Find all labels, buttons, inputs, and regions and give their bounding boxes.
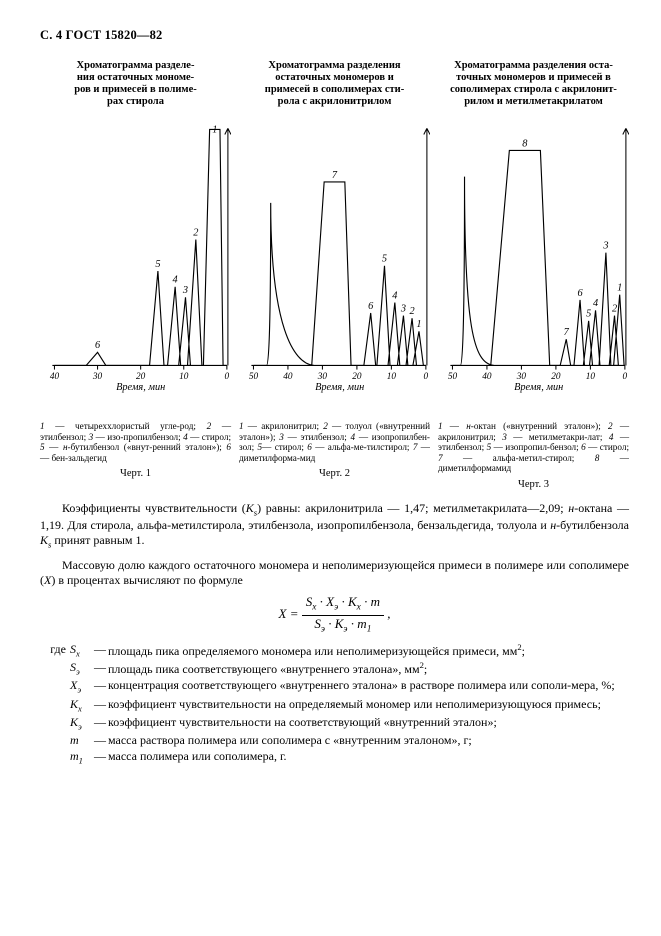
svg-text:50: 50 (448, 371, 458, 381)
def-symbol: m (70, 733, 92, 748)
def-dash: — (92, 660, 108, 675)
symbol-definitions: гдеSx—площадь пика определяемого мономер… (40, 642, 629, 766)
def-lead: где (40, 642, 70, 657)
chart-block: Хроматограмма разделенияостаточных моном… (239, 60, 430, 491)
svg-text:50: 50 (249, 371, 259, 381)
def-symbol: Xэ (70, 678, 92, 695)
def-row: Sэ—площадь пика соответствующего «внутре… (40, 660, 629, 677)
svg-text:6: 6 (368, 300, 374, 311)
def-text: площадь пика определяемого мономера или … (108, 642, 629, 659)
svg-text:3: 3 (400, 303, 406, 314)
formula: X = Sx · Xэ · Kx · m Sэ · Kэ · m1 , (40, 594, 629, 636)
svg-text:8: 8 (522, 138, 528, 149)
svg-text:Время, мин: Время, мин (514, 382, 563, 393)
svg-text:3: 3 (602, 240, 608, 251)
def-row: Xэ—концентрация соответствующего «внутре… (40, 678, 629, 695)
svg-text:7: 7 (332, 169, 338, 180)
def-text: коэффициент чувствительности на определя… (108, 697, 629, 712)
def-dash: — (92, 715, 108, 730)
def-row: m—масса раствора полимера или сополимера… (40, 733, 629, 748)
chart-figure-label: Черт. 3 (518, 478, 549, 491)
svg-text:40: 40 (482, 371, 492, 381)
svg-text:Время, мин: Время, мин (315, 382, 364, 393)
def-dash: — (92, 733, 108, 748)
svg-text:10: 10 (586, 371, 596, 381)
svg-text:4: 4 (173, 274, 178, 285)
chart-caption: 1 — акрилонитрил; 2 — толуол («внутренни… (239, 421, 430, 463)
chromatogram-svg: 40 30 20 10 0 Время, мин 1 2 34 5 6 (40, 118, 231, 417)
def-row: гдеSx—площадь пика определяемого мономер… (40, 642, 629, 659)
coefficients-paragraph: Коэффициенты чувствительности (Ks) равны… (40, 501, 629, 550)
def-symbol: Kэ (70, 715, 92, 732)
chart-block: Хроматограмма разделения оста-точных мон… (438, 60, 629, 491)
svg-text:2: 2 (193, 227, 198, 238)
svg-text:3: 3 (182, 285, 188, 296)
chromatogram-svg: 50 40 30 20 10 0 Время, мин 7 1234 5 6 (239, 118, 430, 417)
svg-text:Время, мин: Время, мин (116, 382, 165, 393)
svg-text:4: 4 (593, 298, 598, 309)
formula-tail: , (384, 606, 391, 621)
def-dash: — (92, 749, 108, 764)
svg-text:2: 2 (612, 303, 617, 314)
formula-denominator: Sэ · Kэ · m1 (302, 616, 384, 636)
def-row: Kx—коэффициент чувствительности на опред… (40, 697, 629, 714)
svg-text:0: 0 (424, 371, 429, 381)
chart-caption: 1 — четыреххлористый угле-род; 2 — этилб… (40, 421, 231, 463)
def-dash: — (92, 678, 108, 693)
svg-text:20: 20 (352, 371, 362, 381)
charts-row: Хроматограмма разделе-ния остаточных мон… (40, 60, 629, 491)
def-row: m1—масса полимера или сополимера, г. (40, 749, 629, 766)
svg-text:10: 10 (179, 371, 189, 381)
svg-text:10: 10 (387, 371, 397, 381)
chart-title: Хроматограмма разделе-ния остаточных мон… (74, 60, 197, 112)
svg-text:5: 5 (382, 253, 387, 264)
def-text: масса полимера или сополимера, г. (108, 749, 629, 764)
svg-text:7: 7 (564, 327, 570, 338)
chromatogram-svg: 50 40 30 20 10 0 Время, мин 8 12 3 456 7 (438, 118, 629, 417)
svg-text:40: 40 (50, 371, 60, 381)
svg-text:6: 6 (95, 340, 101, 351)
def-symbol: m1 (70, 749, 92, 766)
def-text: концентрация соответствующего «внутренне… (108, 678, 629, 693)
svg-text:1: 1 (416, 319, 421, 330)
formula-fraction: Sx · Xэ · Kx · m Sэ · Kэ · m1 (302, 594, 384, 636)
page-header: С. 4 ГОСТ 15820—82 (40, 28, 629, 44)
svg-text:40: 40 (283, 371, 293, 381)
def-symbol: Sx (70, 642, 92, 659)
svg-text:0: 0 (623, 371, 628, 381)
svg-text:4: 4 (392, 290, 397, 301)
svg-text:6: 6 (577, 287, 583, 298)
def-symbol: Kx (70, 697, 92, 714)
mass-fraction-paragraph: Массовую долю каждого остаточного мономе… (40, 558, 629, 588)
chart-caption: 1 — н-октан («внутренний эталон»); 2 — а… (438, 421, 629, 474)
chart-title: Хроматограмма разделенияостаточных моном… (265, 60, 404, 112)
chart-figure-label: Черт. 2 (319, 467, 350, 480)
def-dash: — (92, 697, 108, 712)
svg-text:1: 1 (617, 282, 622, 293)
svg-text:30: 30 (516, 371, 527, 381)
svg-text:20: 20 (136, 371, 146, 381)
def-row: Kэ—коэффициент чувствительности на соотв… (40, 715, 629, 732)
def-symbol: Sэ (70, 660, 92, 677)
svg-text:5: 5 (155, 259, 160, 270)
formula-lhs: X (279, 606, 287, 621)
svg-text:30: 30 (317, 371, 328, 381)
formula-numerator: Sx · Xэ · Kx · m (302, 594, 384, 615)
svg-text:5: 5 (586, 308, 591, 319)
svg-text:20: 20 (551, 371, 561, 381)
def-dash: — (92, 642, 108, 657)
chart-title: Хроматограмма разделения оста-точных мон… (450, 60, 617, 112)
chart-block: Хроматограмма разделе-ния остаточных мон… (40, 60, 231, 491)
svg-text:1: 1 (212, 124, 217, 135)
svg-text:2: 2 (409, 306, 414, 317)
chart-figure-label: Черт. 1 (120, 467, 151, 480)
svg-text:0: 0 (225, 371, 230, 381)
def-text: коэффициент чувствительности на соответс… (108, 715, 629, 730)
svg-text:30: 30 (92, 371, 103, 381)
def-text: площадь пика соответствующего «внутренне… (108, 660, 629, 677)
def-text: масса раствора полимера или сополимера с… (108, 733, 629, 748)
